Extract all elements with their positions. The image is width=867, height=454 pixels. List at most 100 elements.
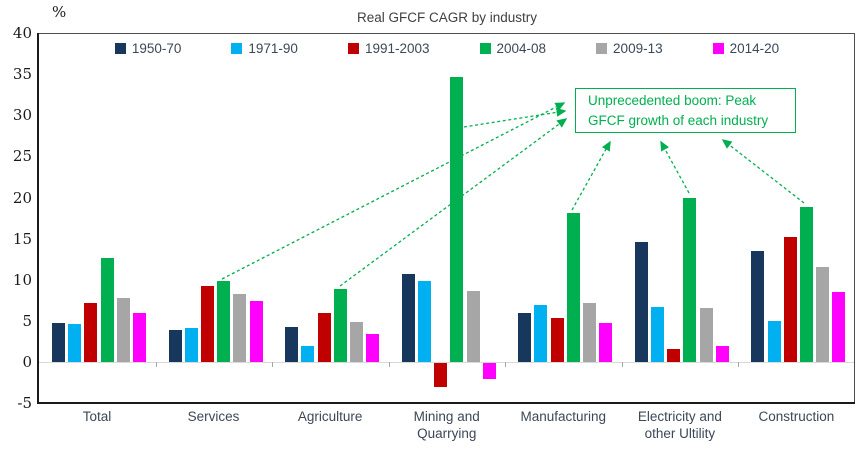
y-axis-line xyxy=(37,33,39,404)
category-separator-tick xyxy=(388,362,390,367)
arrow-manufacturing-peak xyxy=(571,140,611,211)
bar-1950-70-5 xyxy=(634,241,648,362)
bar-2004-08-0 xyxy=(100,258,114,362)
legend-item-2009-13: 2009-13 xyxy=(596,41,663,56)
category-separator-tick xyxy=(272,362,274,367)
y-tick-label: 20 xyxy=(12,188,32,207)
bar-1950-70-1 xyxy=(168,329,182,362)
bar-1991-2003-4 xyxy=(550,317,564,362)
annotation-text-line2: GFCF growth of each industry xyxy=(588,113,769,128)
legend-swatch-icon xyxy=(347,43,359,54)
bar-2014-20-2 xyxy=(366,334,380,362)
legend-label: 2009-13 xyxy=(613,41,663,56)
bar-2004-08-4 xyxy=(566,213,580,362)
bar-2009-13-5 xyxy=(699,307,713,362)
bar-1971-90-2 xyxy=(301,346,315,362)
bar-1971-90-4 xyxy=(534,305,548,362)
y-tick-label: 35 xyxy=(12,65,32,84)
annotation-box: Unprecedented boom: Peak GFCF growth of … xyxy=(575,88,796,133)
bar-2009-13-6 xyxy=(816,266,830,362)
legend-label: 1950-70 xyxy=(131,41,182,56)
arrow-services-peak xyxy=(221,102,566,280)
bar-1971-90-0 xyxy=(68,324,82,362)
legend-swatch-icon xyxy=(114,43,126,54)
legend-item-2014-20: 2014-20 xyxy=(712,41,780,56)
bar-1971-90-5 xyxy=(651,306,665,362)
x-category-label: Construction xyxy=(758,409,835,424)
plot-border-top xyxy=(39,33,855,34)
plot-border-right xyxy=(854,33,855,403)
bar-1950-70-6 xyxy=(751,250,765,362)
bar-1991-2003-3 xyxy=(434,363,448,387)
bar-1950-70-2 xyxy=(285,327,299,362)
y-tick-label: -5 xyxy=(17,394,32,413)
bar-2009-13-0 xyxy=(116,297,130,362)
bar-1991-2003-6 xyxy=(783,236,797,362)
bar-2009-13-2 xyxy=(349,321,363,362)
bar-2014-20-3 xyxy=(482,363,496,379)
y-tick-label: 10 xyxy=(12,270,32,289)
arrow-mining-peak xyxy=(463,107,567,128)
bar-2009-13-1 xyxy=(233,293,247,362)
bar-2004-08-6 xyxy=(800,206,814,362)
bar-2014-20-6 xyxy=(832,292,846,362)
bar-1971-90-6 xyxy=(767,320,781,362)
y-axis-unit-label: % xyxy=(52,3,67,21)
annotation-text-line1: Unprecedented boom: Peak xyxy=(588,93,757,108)
bar-1950-70-3 xyxy=(401,273,415,362)
legend-item-2004-08: 2004-08 xyxy=(479,41,547,56)
y-tick-label: 30 xyxy=(12,106,32,125)
legend-swatch-icon xyxy=(712,43,724,54)
legend-swatch-icon xyxy=(596,43,608,54)
y-tick-label: 5 xyxy=(22,311,32,330)
bar-1950-70-0 xyxy=(52,322,65,362)
bar-2014-20-5 xyxy=(715,346,729,362)
legend-item-1971-90: 1971-90 xyxy=(231,41,298,56)
bar-2004-08-5 xyxy=(683,197,697,362)
legend-label: 1991-2003 xyxy=(364,41,430,56)
x-category-label: Services xyxy=(187,409,240,424)
bar-1971-90-1 xyxy=(184,328,198,362)
bar-1991-2003-5 xyxy=(667,348,681,362)
category-separator-tick xyxy=(738,362,740,367)
bar-2014-20-4 xyxy=(599,322,613,362)
x-category-label: Electricity and other Ultility xyxy=(637,409,722,441)
category-separator-tick xyxy=(621,362,623,367)
legend-item-1950-70: 1950-70 xyxy=(114,41,182,56)
bar-2004-08-2 xyxy=(333,288,347,362)
bar-1991-2003-2 xyxy=(317,312,331,362)
y-tick-label: 25 xyxy=(12,147,32,166)
y-tick-label: 0 xyxy=(22,353,32,371)
bar-2009-13-4 xyxy=(583,302,597,362)
x-category-label: Mining and Quarrying xyxy=(413,409,480,441)
bar-1950-70-4 xyxy=(518,312,532,362)
legend-label: 2014-20 xyxy=(729,41,780,56)
category-separator-tick xyxy=(505,362,507,367)
bar-2004-08-3 xyxy=(450,76,464,362)
arrow-electricity-peak xyxy=(660,140,690,194)
x-category-label: Total xyxy=(82,409,112,424)
x-category-label: Manufacturing xyxy=(520,409,607,424)
bar-1991-2003-1 xyxy=(200,286,214,362)
arrow-construction-peak xyxy=(721,139,805,204)
bar-2009-13-3 xyxy=(466,291,480,362)
legend-swatch-icon xyxy=(479,43,491,54)
bar-2014-20-1 xyxy=(249,301,263,362)
legend: 1950-70 1971-90 1991-2003 2004-08 2009-13 201… xyxy=(39,41,855,56)
y-tick-label: 15 xyxy=(12,229,32,248)
legend-item-1991-2003: 1991-2003 xyxy=(347,41,430,56)
x-category-label: Agriculture xyxy=(297,409,363,424)
bar-2014-20-0 xyxy=(133,312,146,362)
zero-baseline xyxy=(39,362,854,363)
bar-2004-08-1 xyxy=(217,281,231,362)
category-separator-tick xyxy=(155,362,157,367)
y-tick-label: 40 xyxy=(12,24,32,42)
bar-1991-2003-0 xyxy=(84,302,98,362)
plot-border-bottom xyxy=(37,402,855,404)
legend-label: 1971-90 xyxy=(248,41,298,56)
legend-swatch-icon xyxy=(231,43,243,54)
chart-title: Real GFCF CAGR by industry xyxy=(356,10,538,25)
legend-label: 2004-08 xyxy=(496,41,547,56)
bar-1971-90-3 xyxy=(417,280,431,362)
